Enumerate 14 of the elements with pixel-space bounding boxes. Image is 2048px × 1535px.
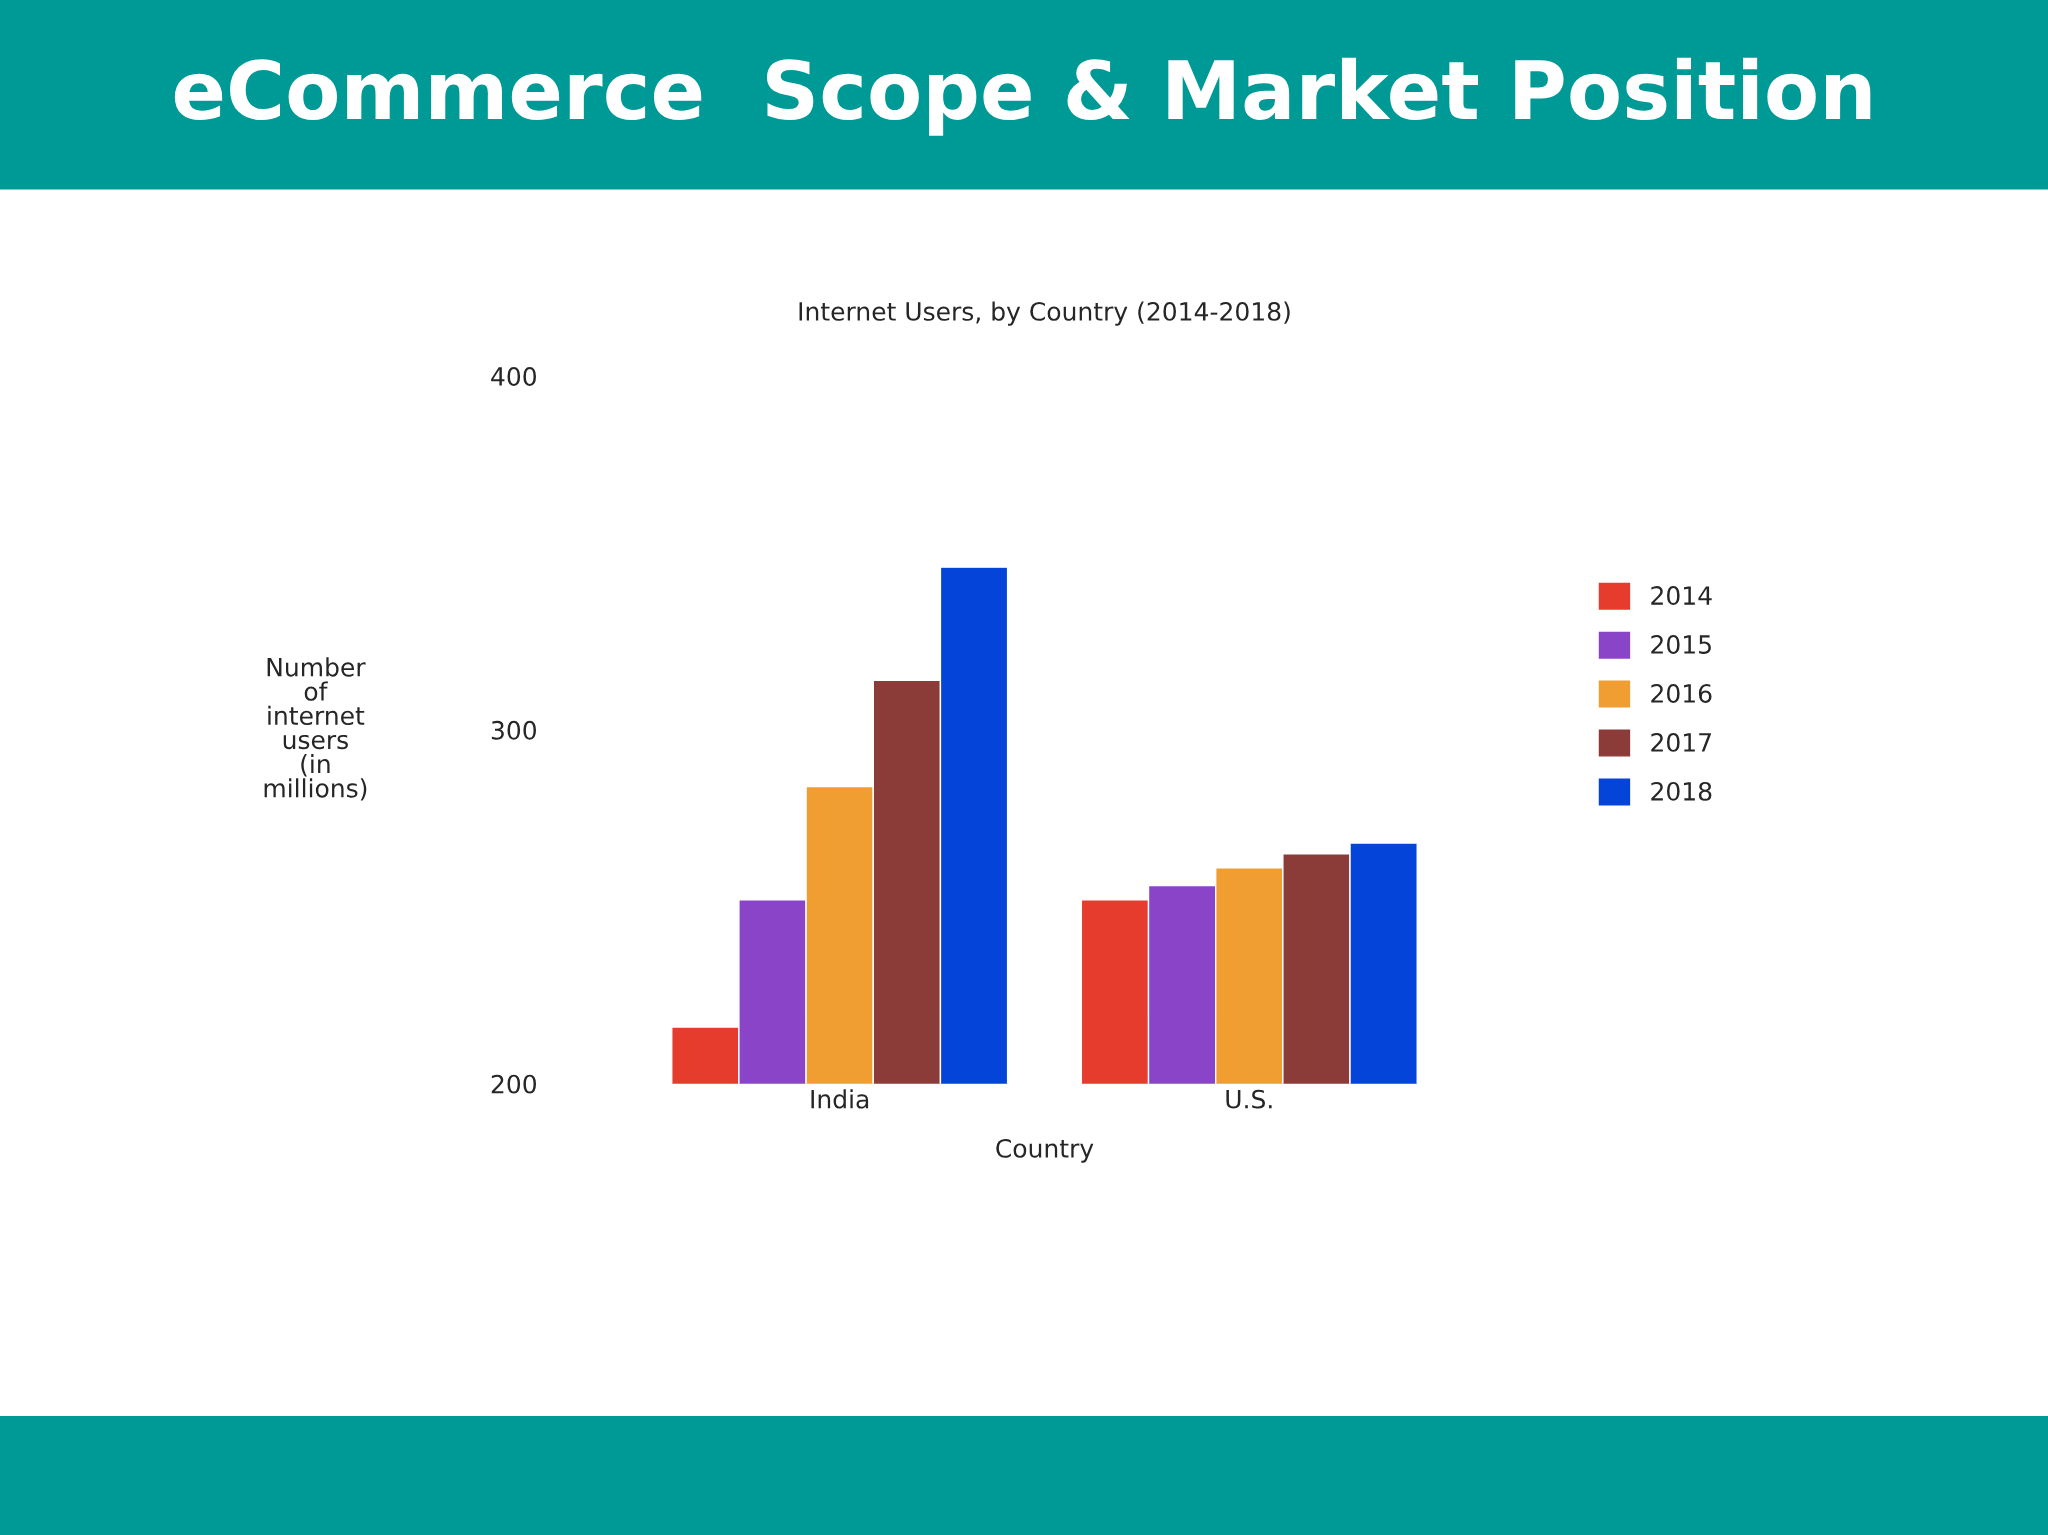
chart-subtitle: Internet Users, by Country (2014-2018) — [799, 301, 1290, 326]
x-tick-label: U.S. — [1226, 1089, 1272, 1109]
y-tick-label: 300 — [491, 720, 536, 740]
x-tick-label: India — [811, 1089, 869, 1109]
y-tick-label: 400 — [491, 367, 536, 386]
legend-label: 2014 — [1651, 586, 1712, 605]
legend-label: 2016 — [1651, 683, 1712, 703]
legend-label: 2015 — [1651, 635, 1711, 654]
y-axis-title: Number of internet users (in millions) — [264, 657, 367, 801]
y-tick-label: 200 — [491, 1074, 536, 1094]
chart-title: eCommerce Scope & Market Position — [174, 57, 1871, 136]
legend-label: 2018 — [1651, 781, 1712, 801]
legend-label: 2017 — [1651, 732, 1711, 752]
x-axis-title: Country — [996, 1138, 1094, 1163]
